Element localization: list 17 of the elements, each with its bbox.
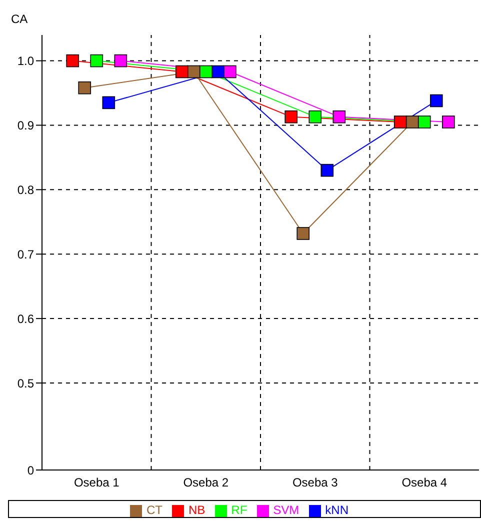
x-tick-label: Oseba 4: [402, 476, 448, 490]
legend-label: CT: [146, 503, 162, 517]
legend-label: kNN: [325, 503, 349, 517]
y-axis-title: CA: [11, 12, 28, 26]
x-tick-label: Oseba 3: [292, 476, 338, 490]
y-tick-label: 1.0: [17, 54, 34, 68]
y-tick-label: 0: [27, 463, 34, 478]
y-tick-label: 0.6: [17, 312, 34, 326]
y-tick-label: 0.8: [17, 182, 34, 197]
legend-label: SVM: [273, 503, 300, 517]
legend-label: NB: [188, 503, 206, 517]
y-tick-label: 0.5: [17, 376, 34, 390]
x-tick-label: Oseba 2: [183, 476, 229, 490]
legend-label: RF: [231, 503, 248, 517]
x-tick-label: Oseba 1: [74, 476, 120, 490]
y-tick-label: 0.9: [17, 118, 34, 132]
y-tick-label: 0.7: [17, 247, 34, 262]
